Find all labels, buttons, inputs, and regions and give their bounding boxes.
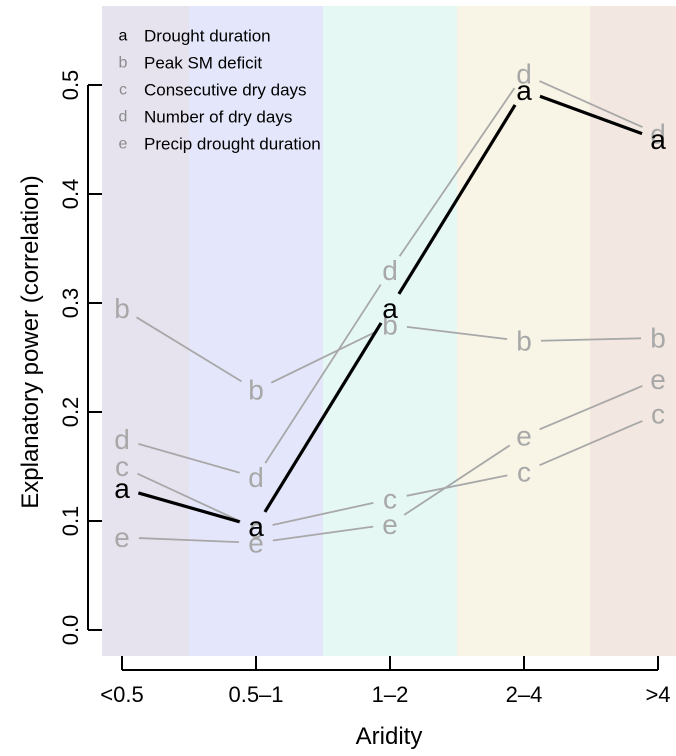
x-axis: <0.5 0.5–1 1–2 2–4 >4 [100, 656, 671, 707]
legend-marker: a [119, 28, 128, 45]
x-tick-label: >4 [645, 682, 670, 707]
series-line-e [272, 525, 374, 542]
legend-marker: d [119, 109, 128, 126]
data-point-e: e [382, 509, 398, 540]
data-point-e: e [114, 522, 130, 553]
legend-marker: b [119, 55, 128, 72]
y-tick-label: 0.3 [58, 288, 83, 319]
series-line-a [397, 104, 517, 295]
y-tick-label: 0.2 [58, 397, 83, 428]
data-point-a: a [248, 511, 264, 542]
y-tick-label: 0.1 [58, 506, 83, 537]
data-point-d: d [114, 424, 130, 455]
legend-label: Peak SM deficit [144, 54, 262, 73]
legend: a Drought duration b Peak SM deficit c Consec… [119, 27, 321, 154]
y-axis-title: Explanatory power (correlation) [17, 175, 44, 508]
series-line-b [136, 316, 242, 383]
x-tick-label: 0.5–1 [228, 682, 283, 707]
x-tick-label: <0.5 [100, 682, 143, 707]
series-line-c [539, 420, 643, 467]
legend-marker: c [119, 82, 127, 99]
legend-label: Number of dry days [144, 108, 292, 127]
series-line-a [539, 94, 643, 136]
legend-label: Drought duration [144, 27, 271, 46]
series-line-c [137, 472, 241, 523]
aridity-band [102, 6, 189, 656]
data-point-c: c [249, 513, 263, 544]
data-point-a: a [650, 124, 666, 155]
y-axis: 0.0 0.1 0.2 0.3 0.4 0.5 [58, 70, 102, 646]
legend-marker: e [119, 136, 128, 153]
series-line-a [263, 322, 383, 513]
data-point-b: b [382, 309, 398, 340]
y-tick-label: 0.4 [58, 179, 83, 210]
legend-label: Precip drought duration [144, 135, 321, 154]
series-line-d [264, 284, 382, 464]
legend-label: Consecutive dry days [144, 81, 307, 100]
series-line-c [272, 501, 374, 526]
data-point-b: b [650, 322, 666, 353]
data-point-a: a [382, 293, 398, 324]
data-point-c: c [383, 484, 397, 515]
aridity-band [457, 6, 590, 656]
data-point-c: c [651, 399, 665, 430]
series-line-d [539, 80, 643, 128]
data-point-d: d [382, 255, 398, 286]
aridity-bands [102, 6, 676, 656]
series-lines [136, 80, 643, 544]
data-point-e: e [248, 527, 264, 558]
data-point-b: b [114, 293, 130, 324]
series-line-e [403, 444, 511, 516]
series-line-c [406, 474, 508, 497]
data-point-b: b [248, 375, 264, 406]
series-line-e [138, 537, 240, 544]
series-line-a [137, 491, 241, 524]
data-point-d: d [516, 59, 532, 90]
series-line-b [270, 331, 376, 384]
series-line-d [138, 443, 240, 474]
data-point-a: a [516, 75, 532, 106]
data-point-b: b [516, 326, 532, 357]
aridity-band [189, 6, 323, 656]
series-line-b [540, 337, 642, 342]
data-point-e: e [650, 364, 666, 395]
x-axis-title: Aridity [356, 723, 423, 750]
data-point-d: d [650, 119, 666, 150]
data-point-c: c [115, 451, 129, 482]
aridity-band [590, 6, 676, 656]
series-line-d [398, 87, 516, 257]
series-line-e [539, 385, 643, 431]
y-tick-label: 0.5 [58, 70, 83, 101]
x-tick-label: 1–2 [372, 682, 409, 707]
data-point-a: a [114, 473, 130, 504]
x-tick-label: 2–4 [506, 682, 543, 707]
data-point-c: c [517, 456, 531, 487]
data-point-e: e [516, 420, 532, 451]
series-line-b [406, 325, 508, 340]
data-point-d: d [248, 462, 264, 493]
y-tick-label: 0.0 [58, 615, 83, 646]
